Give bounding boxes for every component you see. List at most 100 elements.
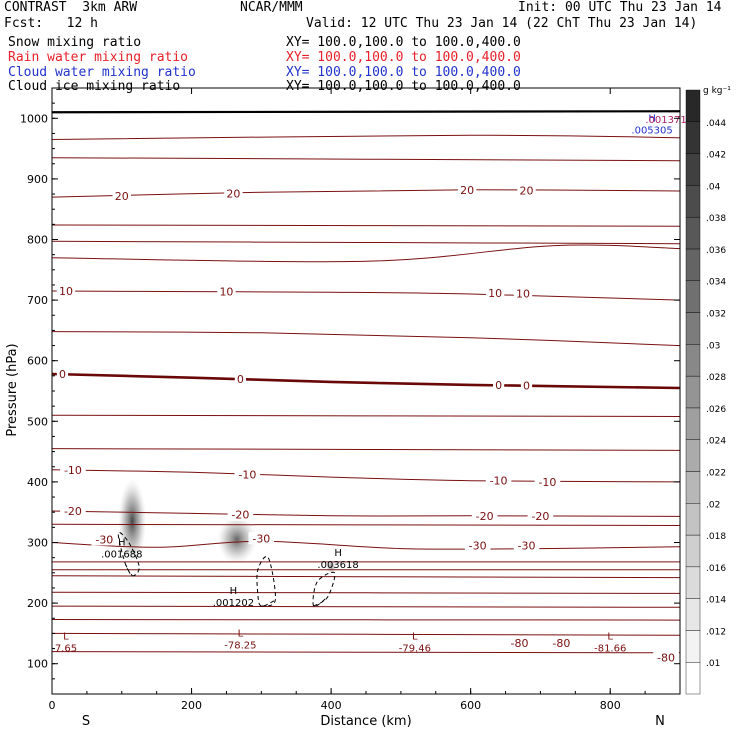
colorbar-tick-label: .044	[706, 119, 726, 129]
contour-label-bg	[56, 285, 76, 298]
colorbar-swatch	[685, 407, 701, 440]
isotherm--10	[52, 469, 680, 483]
extremum-value: -81.66	[594, 644, 626, 655]
contour-label-bg	[234, 468, 261, 481]
contour-label: 10	[488, 287, 502, 300]
center-name: NCAR/MMM	[240, 0, 303, 15]
contour-label-bg	[653, 651, 679, 664]
contour-label: -80	[511, 637, 529, 650]
colorbar-swatch	[685, 248, 701, 281]
contour-label: -10	[64, 464, 82, 477]
contour-label: 0	[495, 379, 502, 392]
colorbar-swatch	[685, 375, 701, 409]
contour-label: -30	[252, 532, 270, 545]
colorbar-swatch	[685, 344, 701, 377]
isotherm--70	[52, 619, 680, 621]
contour-label: -30	[469, 540, 487, 553]
field-xy-cloud-water: XY= 100.0,100.0 to 100.0,400.0	[286, 65, 521, 80]
colorbar-swatch	[685, 439, 701, 472]
extremum-mark: H	[230, 586, 238, 597]
snow-shaded-region	[217, 515, 257, 564]
colorbar-tick-label: .022	[706, 468, 726, 478]
model-title: CONTRAST 3km ARW	[4, 0, 138, 15]
contour-label-bg	[513, 287, 533, 300]
contour-label-bg	[234, 372, 246, 385]
contour-line	[52, 414, 680, 417]
extremum-value: 7.65	[55, 644, 77, 655]
colorbar-swatch	[685, 566, 701, 599]
colorbar-tick-label: .014	[706, 596, 726, 606]
contour-label-bg	[227, 508, 254, 521]
ground-line	[52, 110, 680, 114]
colorbar-tick-label: .04	[706, 182, 721, 192]
colorbar-tick-label: .01	[706, 659, 720, 669]
isotherm-0	[52, 372, 680, 390]
isotherm-10	[52, 290, 680, 301]
contour-label: -30	[518, 540, 536, 553]
contour-label-bg	[248, 532, 275, 545]
y-tick-label: 300	[27, 537, 48, 550]
extremum-value: -78.25	[224, 640, 256, 651]
colorbar-swatch	[685, 185, 701, 218]
field-name-cloud-water: Cloud water mixing ratio	[8, 65, 196, 80]
x-tick-label: 0	[49, 699, 56, 712]
extremum-mark: L	[238, 628, 244, 639]
contour-label-bg	[520, 379, 533, 392]
contour-label: 10	[219, 286, 233, 299]
extremum-value: .001371	[645, 115, 686, 126]
extremum-mark: H	[118, 538, 126, 549]
isotherm--50	[52, 591, 680, 594]
colorbar-tick-label: .036	[706, 246, 726, 256]
colorbar-swatch	[685, 89, 701, 122]
contour-label: -20	[231, 509, 249, 522]
field-xy-snow: XY= 100.0,100.0 to 100.0,400.0	[286, 35, 521, 50]
field-xy-rain: XY= 100.0,100.0 to 100.0,400.0	[286, 50, 521, 65]
contour-label: 0	[237, 373, 244, 386]
contour-label-bg	[506, 637, 533, 650]
contour-label: -10	[490, 475, 508, 488]
contour-label-bg	[471, 509, 498, 522]
contour-line	[52, 224, 680, 227]
contour-label-bg	[534, 475, 561, 488]
x-tick-label: 200	[181, 699, 202, 712]
extremum-value: .001688	[101, 550, 142, 561]
field-xy-cloud-ice: XY= 100.0,100.0 to 100.0,400.0	[286, 79, 521, 94]
contour-label-bg	[457, 183, 477, 196]
contour-label-bg	[112, 189, 131, 202]
colorbar-unit: g kg⁻¹	[703, 86, 731, 96]
colorbar-tick-label: .024	[706, 437, 726, 447]
colorbar-tick-label: .012	[706, 627, 726, 637]
contour-label: 0	[59, 368, 66, 381]
cloud-ice-contour	[312, 571, 336, 608]
contour-line	[52, 240, 680, 245]
contour-line	[52, 331, 680, 347]
y-tick-label: 800	[27, 234, 48, 247]
plot-frame	[51, 87, 681, 695]
contour-label: -80	[552, 637, 570, 650]
y-tick-label: 600	[27, 355, 48, 368]
contour-label: -10	[538, 476, 556, 489]
colorbar-tick-label: .016	[706, 564, 726, 574]
contour-label-bg	[527, 509, 554, 522]
contour-label-bg	[91, 533, 118, 546]
contour-label: -20	[64, 505, 82, 518]
colorbar-tick-label: .026	[706, 405, 726, 415]
extremum-value: .001202	[213, 598, 254, 609]
contour-label-bg	[60, 504, 86, 517]
contour-label: -80	[657, 652, 675, 665]
contour-label: 10	[516, 287, 530, 300]
colorbar-tick-label: .018	[706, 532, 726, 542]
contour-label: -30	[95, 533, 113, 546]
colorbar-swatch	[685, 534, 701, 568]
contour-line	[52, 157, 680, 162]
isotherm--80	[52, 632, 680, 636]
colorbar-swatch	[685, 312, 701, 345]
forecast-hour: Fcst: 12 h	[4, 16, 98, 31]
contour-label-bg	[513, 539, 540, 552]
y-tick-label: 100	[27, 658, 48, 671]
contour-line	[52, 523, 680, 526]
contour-label-bg	[56, 368, 69, 381]
contour-label: 0	[523, 380, 530, 393]
y-tick-label: 500	[27, 415, 48, 428]
